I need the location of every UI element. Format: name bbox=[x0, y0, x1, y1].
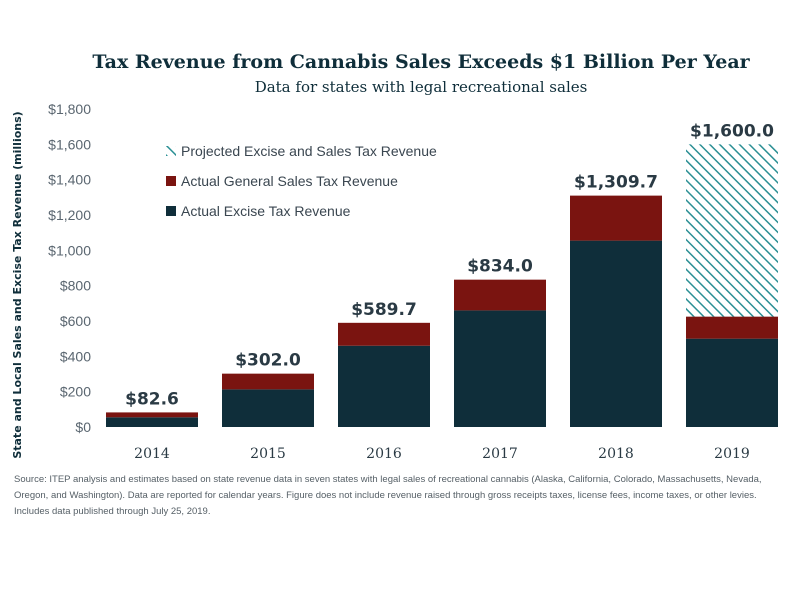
legend-label: Actual General Sales Tax Revenue bbox=[181, 173, 398, 189]
chart-title: Tax Revenue from Cannabis Sales Exceeds … bbox=[92, 51, 750, 73]
bar-total-label: $82.6 bbox=[125, 389, 179, 409]
y-tick-label: $1,800 bbox=[48, 101, 91, 117]
bar-general-sales bbox=[222, 373, 314, 390]
legend-label: Projected Excise and Sales Tax Revenue bbox=[181, 143, 437, 159]
chart-subtitle: Data for states with legal recreational … bbox=[255, 78, 588, 96]
legend: Projected Excise and Sales Tax Revenue Ac… bbox=[166, 143, 437, 219]
bar-total-label: $1,600.0 bbox=[690, 121, 774, 141]
x-axis-ticks: 2014 2015 2016 2017 2018 2019 bbox=[134, 446, 750, 462]
bar-total-label: $589.7 bbox=[351, 300, 417, 320]
y-tick-label: $1,000 bbox=[48, 242, 91, 258]
bars bbox=[106, 144, 778, 427]
y-tick-label: $1,200 bbox=[48, 207, 91, 223]
y-tick-label: $1,400 bbox=[48, 172, 91, 188]
bar-excise bbox=[106, 417, 198, 427]
bar-general-sales bbox=[686, 316, 778, 339]
y-tick-label: $800 bbox=[60, 278, 91, 294]
x-tick-label: 2016 bbox=[366, 446, 402, 462]
x-tick-label: 2018 bbox=[598, 446, 634, 462]
bar-projected bbox=[686, 144, 778, 317]
x-tick-label: 2015 bbox=[250, 446, 286, 462]
x-tick-label: 2014 bbox=[134, 446, 170, 462]
bar-general-sales bbox=[570, 195, 662, 241]
bar-general-sales bbox=[338, 322, 430, 346]
bar-excise bbox=[454, 310, 546, 427]
bar-total-label: $302.0 bbox=[235, 351, 301, 371]
y-axis-label: State and Local Sales and Excise Tax Rev… bbox=[11, 111, 24, 458]
data-labels: $82.6 $302.0 $589.7 $834.0 $1,309.7 $1,600.0 bbox=[125, 121, 774, 409]
bar-excise bbox=[338, 345, 430, 427]
legend-swatch bbox=[166, 176, 176, 186]
bar-total-label: $834.0 bbox=[467, 257, 533, 277]
y-tick-label: $400 bbox=[60, 348, 91, 364]
bar-excise bbox=[686, 338, 778, 427]
x-tick-label: 2017 bbox=[482, 446, 518, 462]
x-tick-label: 2019 bbox=[714, 446, 750, 462]
y-axis-ticks: $0 $200 $400 $600 $800 $1,000 $1,200 $1,400 $1,6… bbox=[48, 101, 91, 435]
legend-label: Actual Excise Tax Revenue bbox=[181, 203, 351, 219]
y-tick-label: $0 bbox=[75, 419, 91, 435]
bar-general-sales bbox=[454, 279, 546, 311]
legend-swatch bbox=[166, 206, 176, 216]
legend-swatch bbox=[166, 146, 176, 156]
y-tick-label: $600 bbox=[60, 313, 91, 329]
y-tick-label: $200 bbox=[60, 384, 91, 400]
bar-total-label: $1,309.7 bbox=[574, 173, 658, 193]
bar-general-sales bbox=[106, 412, 198, 418]
bar-excise bbox=[570, 240, 662, 427]
source-note: Source: ITEP analysis and estimates base… bbox=[14, 474, 762, 517]
bar-excise bbox=[222, 389, 314, 427]
y-tick-label: $1,600 bbox=[48, 136, 91, 152]
